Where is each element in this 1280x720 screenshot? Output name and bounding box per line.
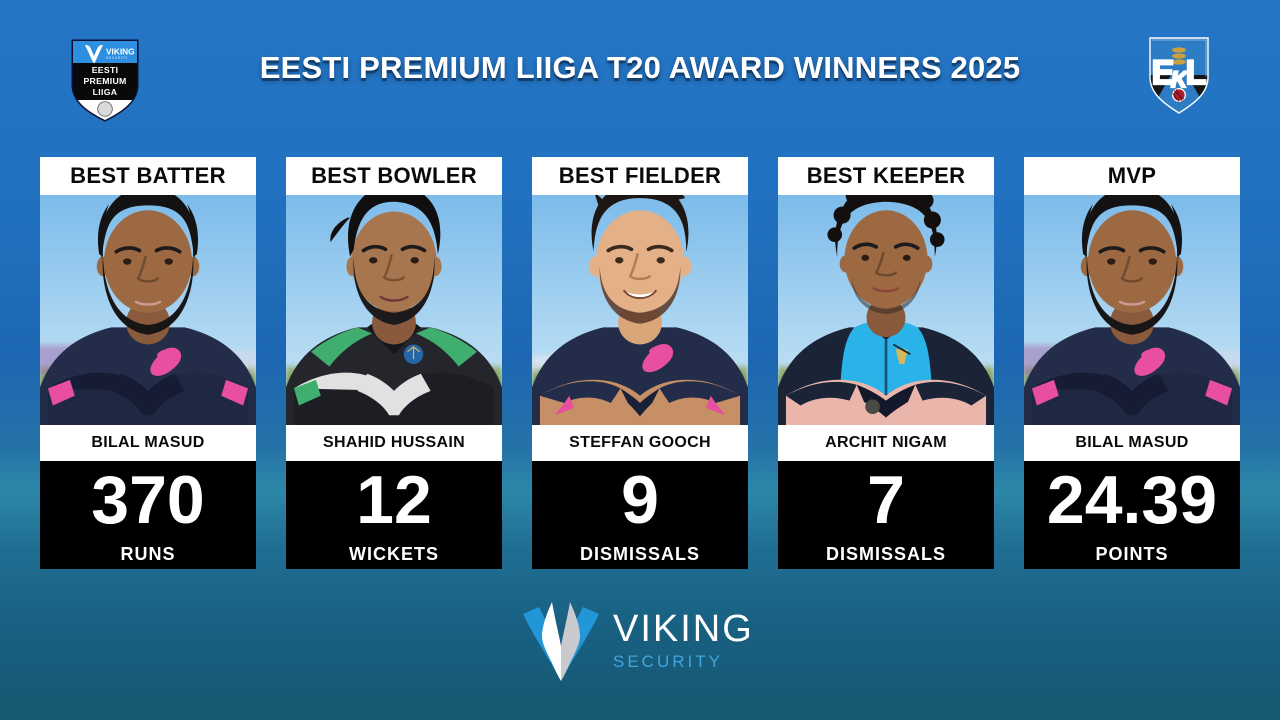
svg-text:SECURITY: SECURITY	[106, 56, 128, 60]
svg-text:EESTI: EESTI	[92, 65, 119, 75]
svg-text:PREMIUM: PREMIUM	[83, 76, 126, 86]
svg-text:L: L	[1186, 54, 1207, 92]
svg-text:VIKING: VIKING	[106, 47, 135, 57]
svg-text:LIIGA: LIIGA	[93, 87, 118, 97]
